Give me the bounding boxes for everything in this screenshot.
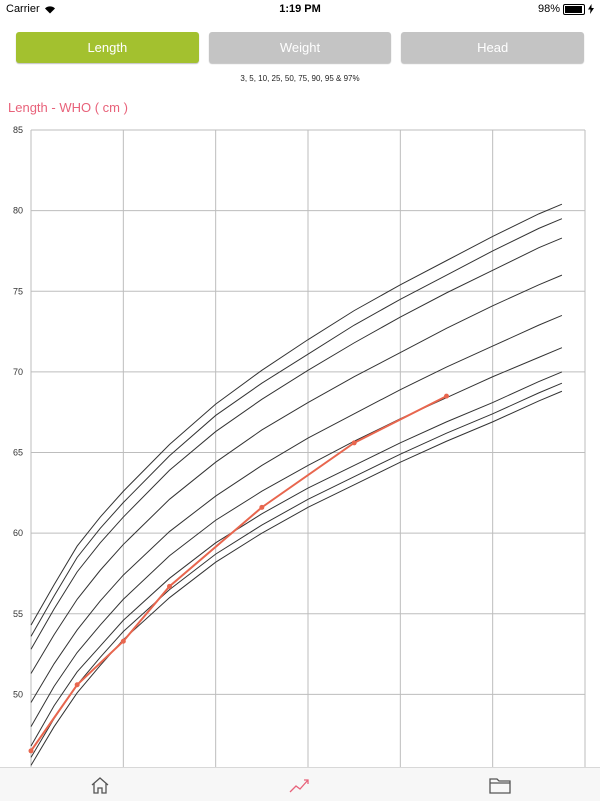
tab-length[interactable]: Length — [16, 32, 199, 63]
measurement-point — [351, 440, 357, 446]
tab-weight[interactable]: Weight — [208, 32, 392, 63]
status-right: 98% — [538, 3, 594, 15]
status-left: Carrier — [6, 3, 56, 15]
bottom-nav-bar — [0, 767, 600, 801]
y-tick-label: 65 — [13, 448, 23, 458]
battery-percentage: 98% — [537, 3, 560, 15]
nav-folder[interactable] — [480, 770, 520, 800]
percentile-line-6 — [30, 274, 563, 674]
growth-chart: 50 55 60 65 70 75 80 85 — [13, 125, 586, 767]
percentile-line-5 — [30, 314, 563, 703]
folder-icon — [489, 777, 511, 794]
measurement-point — [120, 638, 126, 644]
nav-chart[interactable] — [280, 770, 320, 800]
carrier-label: Carrier — [6, 3, 40, 15]
wifi-icon — [44, 5, 55, 13]
tab-head[interactable]: Head — [401, 32, 585, 63]
percentile-line-4 — [30, 347, 563, 727]
measurement-point — [167, 583, 172, 589]
y-tick-label: 85 — [13, 125, 23, 135]
measurement-tabs: Length Weight Head — [16, 32, 585, 63]
measurement-point — [28, 748, 34, 754]
y-tick-label: 75 — [13, 286, 23, 296]
status-bar: Carrier 1:19 PM 98% — [0, 0, 600, 18]
status-time: 1:19 PM — [279, 3, 321, 15]
measurement-line — [30, 395, 447, 752]
home-icon — [91, 776, 109, 794]
charging-icon — [588, 4, 594, 14]
percentiles-label: 3, 5, 10, 25, 50, 75, 90, 95 & 97% — [240, 74, 360, 83]
battery-icon — [563, 3, 585, 15]
nav-home[interactable] — [80, 770, 120, 800]
y-tick-label: 70 — [13, 367, 23, 377]
percentile-line-7 — [30, 237, 563, 650]
percentile-line-3 — [30, 371, 563, 747]
chart-icon — [289, 778, 309, 792]
percentile-line-8 — [30, 218, 563, 637]
measurement-point — [74, 682, 80, 688]
percentile-line-1 — [30, 390, 563, 766]
y-tick-label: 55 — [13, 609, 23, 619]
y-tick-label: 50 — [13, 689, 23, 699]
percentile-line-9 — [30, 203, 563, 626]
percentile-line-2 — [30, 382, 563, 758]
y-tick-label: 80 — [13, 206, 23, 216]
chart-title: Length - WHO ( cm ) — [8, 100, 128, 115]
measurement-point — [259, 504, 265, 510]
measurement-point — [444, 393, 449, 399]
battery-fill — [565, 5, 582, 13]
y-tick-label: 60 — [13, 528, 23, 538]
